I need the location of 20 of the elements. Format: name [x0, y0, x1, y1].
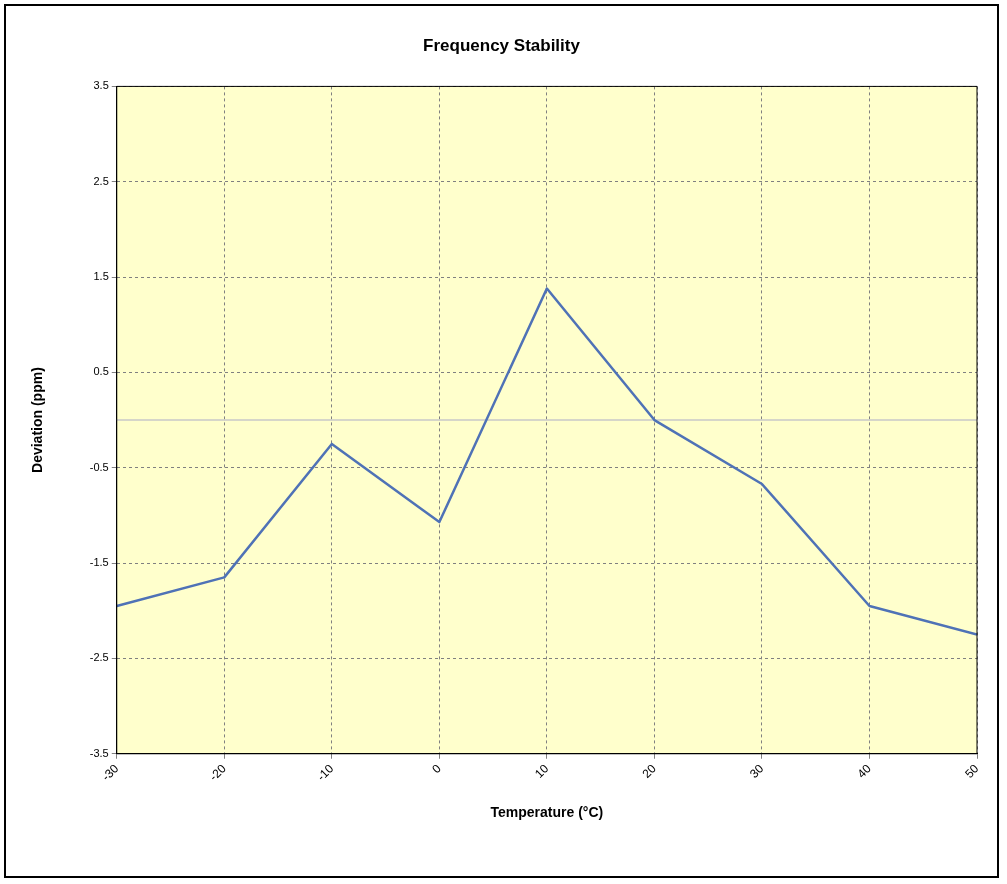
y-tick-label: 3.5 — [93, 79, 109, 92]
x-tick-label: -10 — [314, 761, 337, 784]
y-tick-label: -3.5 — [89, 746, 109, 759]
x-tick-label: -20 — [206, 761, 229, 784]
x-tick-label: -30 — [99, 761, 122, 784]
y-tick-label: 1.5 — [93, 270, 109, 283]
y-axis-title: Deviation (ppm) — [29, 367, 46, 473]
y-tick-label: 0.5 — [93, 365, 109, 378]
x-axis-title: Temperature (°C) — [490, 804, 604, 821]
y-tick-label: -2.5 — [89, 651, 109, 664]
x-tick-label: 10 — [531, 761, 552, 781]
y-tick-label: -1.5 — [89, 556, 109, 569]
y-tick-label: -0.5 — [89, 460, 109, 473]
x-tick-label: 0 — [429, 761, 445, 777]
x-tick-label: 50 — [962, 761, 982, 781]
x-tick-label: 40 — [854, 761, 875, 781]
chart-title: Frequency Stability — [423, 35, 581, 55]
x-tick-label: 20 — [639, 761, 660, 781]
y-tick-label: 2.5 — [93, 174, 109, 187]
x-tick-label: 30 — [747, 761, 767, 781]
